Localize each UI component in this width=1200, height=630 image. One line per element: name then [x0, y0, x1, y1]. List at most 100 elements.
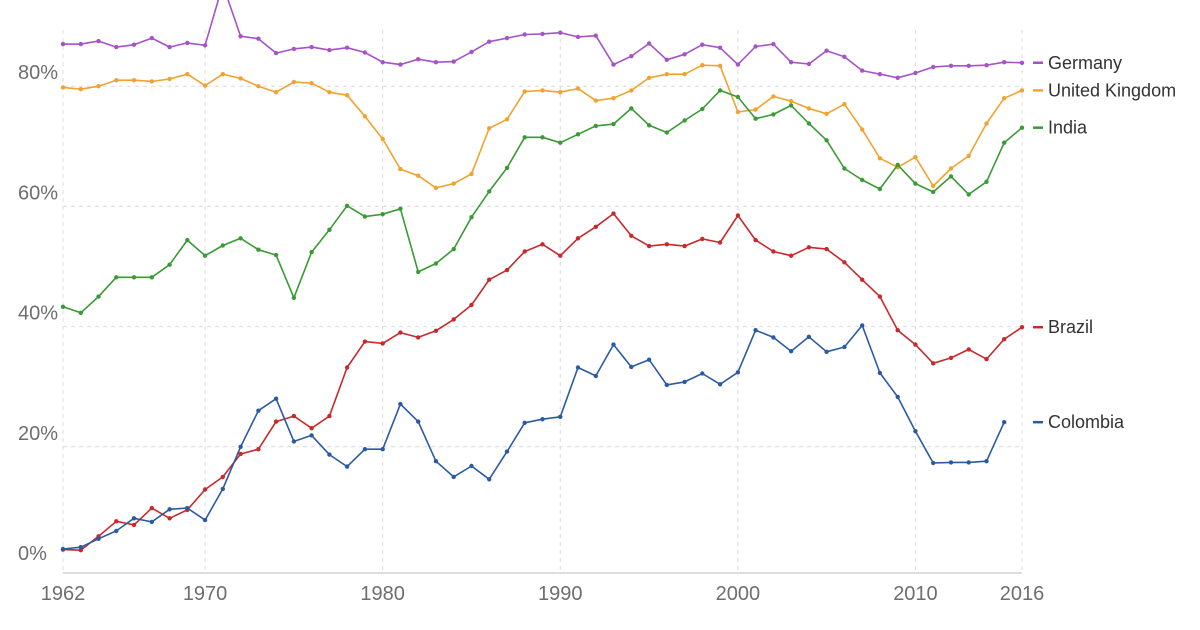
data-point-india-1984	[451, 246, 456, 252]
legend-label-colombia: Colombia	[1048, 412, 1125, 432]
y-tick-label-20: 20%	[18, 423, 58, 445]
data-point-united-kingdom-2001	[753, 107, 758, 112]
data-point-brazil-2007	[860, 277, 865, 282]
data-point-brazil-1992	[593, 224, 598, 229]
data-point-india-1974	[273, 252, 279, 258]
series-india	[60, 88, 1025, 315]
data-point-brazil-1978	[344, 365, 350, 370]
data-point-colombia-1987	[504, 449, 510, 454]
data-point-colombia-1973	[256, 408, 261, 413]
data-point-united-kingdom-1973	[256, 84, 261, 89]
data-point-brazil-2009	[895, 328, 900, 333]
data-point-united-kingdom-1968	[167, 76, 172, 82]
data-point-united-kingdom-1983	[433, 185, 439, 190]
data-point-united-kingdom-2012	[948, 166, 954, 171]
data-point-brazil-1988	[522, 249, 527, 254]
data-point-united-kingdom-1979	[362, 114, 368, 119]
legend-item-india: India	[1033, 118, 1088, 138]
data-point-brazil-1990	[558, 253, 563, 258]
data-point-germany-1982	[416, 57, 421, 62]
data-point-united-kingdom-2013	[966, 153, 971, 159]
data-point-united-kingdom-1991	[575, 86, 581, 91]
data-point-india-1980	[380, 212, 385, 217]
data-point-brazil-2006	[842, 260, 847, 265]
data-point-india-1981	[398, 206, 403, 211]
x-tick-label-2000: 2000	[716, 583, 761, 605]
series-line-colombia	[62, 324, 1005, 550]
data-point-united-kingdom-1982	[416, 173, 421, 178]
data-point-colombia-1989	[540, 417, 545, 422]
data-point-united-kingdom-2007	[860, 127, 865, 132]
data-point-india-1993	[611, 121, 616, 127]
data-point-brazil-1966	[131, 522, 137, 528]
data-point-brazil-1983	[433, 328, 439, 333]
data-point-germany-1973	[256, 36, 261, 41]
x-tick-label-2016: 2016	[1000, 583, 1045, 605]
data-point-germany-2015	[1002, 60, 1007, 65]
legend-item-colombia: Colombia	[1033, 412, 1125, 432]
data-point-united-kingdom-1974	[273, 90, 279, 95]
data-point-germany-1999	[717, 45, 723, 50]
data-point-brazil-1981	[398, 330, 403, 335]
data-point-colombia-1982	[416, 419, 421, 424]
data-point-brazil-1996	[664, 242, 669, 247]
data-point-brazil-1994	[629, 233, 634, 238]
data-point-brazil-1965	[114, 519, 119, 524]
data-point-colombia-2002	[771, 335, 776, 340]
data-point-colombia-1974	[273, 396, 279, 401]
legend-item-united-kingdom: United Kingdom	[1033, 80, 1176, 100]
data-point-colombia-1990	[558, 414, 563, 419]
data-point-colombia-1995	[646, 357, 652, 362]
series-united-kingdom	[60, 62, 1025, 190]
data-point-india-1969	[185, 237, 190, 243]
data-point-india-2012	[948, 174, 954, 179]
data-point-united-kingdom-1976	[309, 81, 314, 86]
data-point-india-2014	[984, 179, 989, 184]
data-point-brazil-1973	[256, 447, 261, 452]
data-point-india-1992	[593, 123, 598, 129]
data-point-united-kingdom-1984	[451, 181, 456, 186]
data-point-colombia-2003	[788, 349, 794, 354]
data-point-colombia-1976	[309, 433, 314, 438]
data-point-brazil-2012	[948, 355, 954, 361]
data-point-india-1975	[291, 295, 297, 300]
data-point-brazil-2002	[771, 249, 776, 254]
legend-label-germany: Germany	[1048, 53, 1122, 73]
data-point-brazil-2010	[913, 342, 918, 347]
data-point-germany-1980	[380, 60, 385, 65]
data-point-brazil-1968	[167, 516, 172, 521]
data-point-united-kingdom-1963	[78, 87, 84, 92]
data-point-brazil-2016	[1019, 325, 1025, 330]
data-point-brazil-1986	[487, 277, 492, 282]
data-point-india-1962	[60, 304, 66, 309]
data-point-colombia-1992	[593, 373, 598, 379]
data-point-brazil-1975	[291, 413, 297, 419]
data-point-brazil-2008	[877, 294, 883, 299]
y-tick-label-0: 0%	[18, 543, 47, 565]
data-point-germany-1995	[646, 41, 652, 46]
data-point-colombia-2014	[984, 459, 989, 464]
data-point-colombia-1983	[433, 459, 439, 464]
data-point-brazil-1980	[380, 341, 385, 346]
data-point-india-2005	[824, 138, 829, 143]
data-point-germany-1997	[682, 52, 687, 57]
data-point-germany-1986	[487, 39, 492, 44]
data-point-germany-1967	[149, 35, 154, 41]
data-point-india-2007	[860, 177, 865, 183]
data-point-india-1973	[256, 247, 261, 252]
data-point-colombia-2007	[860, 323, 865, 328]
data-point-germany-1985	[469, 49, 474, 55]
data-point-colombia-1972	[238, 444, 243, 449]
series-line-brazil	[62, 212, 1023, 552]
data-point-colombia-1965	[114, 528, 119, 534]
data-point-germany-1964	[96, 38, 101, 44]
data-point-germany-1992	[593, 33, 598, 38]
data-point-united-kingdom-1986	[487, 126, 492, 131]
data-point-united-kingdom-1998	[700, 62, 705, 68]
data-point-united-kingdom-2014	[984, 121, 989, 126]
x-tick-label-1970: 1970	[183, 583, 228, 605]
legend-label-united-kingdom: United Kingdom	[1048, 80, 1176, 100]
data-point-united-kingdom-1978	[344, 93, 350, 98]
data-point-united-kingdom-1992	[593, 98, 598, 103]
